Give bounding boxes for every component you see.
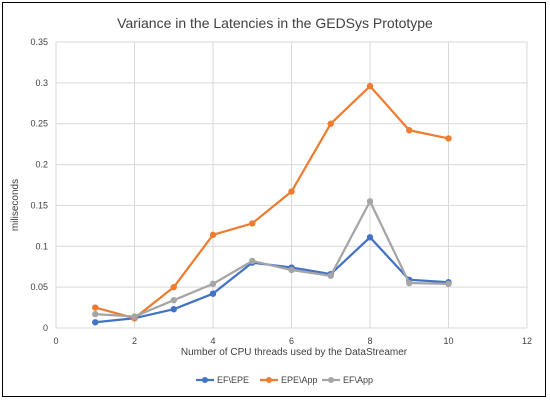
data-point — [209, 290, 217, 297]
x-tick-label: 12 — [522, 336, 532, 346]
data-point — [170, 283, 177, 291]
data-point — [327, 272, 334, 279]
legend-item: EF\EPE — [196, 375, 249, 385]
x-tick-label: 10 — [443, 336, 453, 346]
data-point — [92, 319, 99, 326]
data-point — [92, 304, 99, 311]
data-point — [406, 127, 413, 134]
data-point — [131, 313, 138, 320]
y-axis-label: miliseconds — [10, 179, 21, 231]
legend-marker — [202, 377, 208, 383]
legend-marker — [266, 377, 272, 383]
y-tick-label: 0.05 — [30, 282, 48, 292]
gridlines — [55, 41, 528, 329]
data-point — [209, 280, 217, 288]
y-tick-label: 0.3 — [35, 78, 48, 88]
y-tick-label: 0.35 — [30, 37, 48, 47]
data-point — [445, 135, 452, 142]
data-point — [288, 188, 295, 195]
data-point — [209, 231, 217, 239]
data-point — [327, 120, 334, 127]
data-point — [445, 280, 452, 288]
data-point — [170, 297, 177, 304]
x-tick-label: 0 — [53, 336, 58, 346]
y-tick-label: 0.1 — [35, 241, 48, 251]
y-tick-label: 0.2 — [35, 160, 48, 170]
data-point — [288, 266, 295, 274]
y-tick-labels: 0 0.05 0.1 0.15 0.2 0.25 0.3 0.35 — [30, 37, 48, 333]
legend-marker — [328, 377, 334, 383]
data-point — [406, 279, 413, 287]
x-tick-label: 4 — [210, 336, 215, 346]
legend-item: EPE\App — [260, 375, 318, 385]
data-point — [92, 310, 99, 318]
data-point — [170, 306, 177, 313]
series-line — [95, 236, 449, 324]
series-line — [95, 200, 449, 318]
legend-item: EF\App — [322, 375, 373, 385]
legend: EF\EPE EPE\App EF\App — [196, 375, 373, 385]
data-point — [249, 220, 256, 227]
chart-title: Variance in the Latencies in the GEDSys … — [117, 15, 433, 31]
chart-frame — [2, 2, 546, 397]
series-line — [94, 85, 449, 320]
data-point — [366, 82, 374, 90]
legend-label: EF\EPE — [217, 375, 249, 385]
series-lines — [92, 82, 452, 326]
legend-label: EPE\App — [281, 375, 318, 385]
y-tick-label: 0.25 — [30, 119, 48, 129]
y-tick-label: 0 — [43, 323, 48, 333]
series-2 — [92, 82, 452, 322]
x-tick-label: 8 — [367, 336, 372, 346]
series-3 — [92, 198, 452, 320]
x-tick-labels: 0 2 4 6 8 10 12 — [53, 336, 532, 346]
x-axis-label: Number of CPU threads used by the DataSt… — [181, 347, 408, 358]
y-tick-label: 0.15 — [30, 200, 48, 210]
x-tick-label: 6 — [289, 336, 294, 346]
data-point — [366, 234, 374, 241]
data-point — [366, 198, 374, 205]
legend-label: EF\App — [343, 375, 373, 385]
x-tick-label: 2 — [132, 336, 137, 346]
data-point — [249, 257, 256, 265]
